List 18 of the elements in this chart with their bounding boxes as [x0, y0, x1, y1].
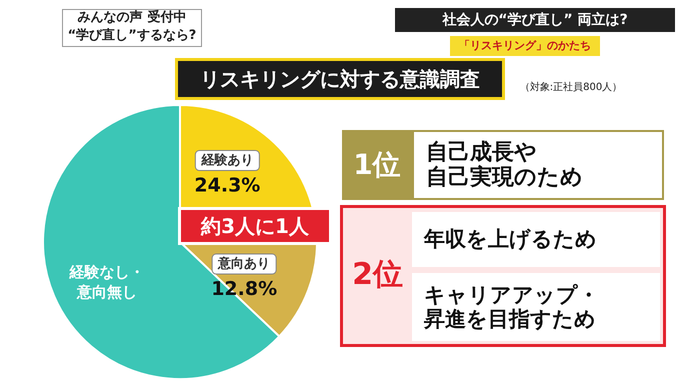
text: 昇進を目指すため [424, 307, 596, 332]
text: 2位 [351, 256, 404, 294]
text: 約3人に1人 [178, 207, 332, 245]
data-label: 24.3% [194, 174, 260, 196]
text: 自己成長や [426, 140, 537, 165]
text: 社会人の“学び直し” 両立は? [395, 8, 675, 32]
text: 自己実現のため [426, 165, 583, 190]
text: （対象:正社員800人） [518, 80, 624, 96]
chart-title: リスキリングに対する意識調査 [175, 58, 505, 100]
text: 1位 [342, 130, 412, 200]
text: 「リスキリング」のかたち [450, 36, 600, 56]
text: キャリアアップ・ [424, 282, 599, 307]
text: “学び直し”するなら? [62, 27, 202, 47]
text: 年収を上げるため [412, 212, 660, 267]
slice-label: 経験なし・意向無し [68, 262, 145, 301]
slice-label: 意向あり [217, 255, 270, 272]
text: みんなの声 受付中 [62, 9, 202, 27]
slice-label: 経験あり [200, 152, 254, 168]
